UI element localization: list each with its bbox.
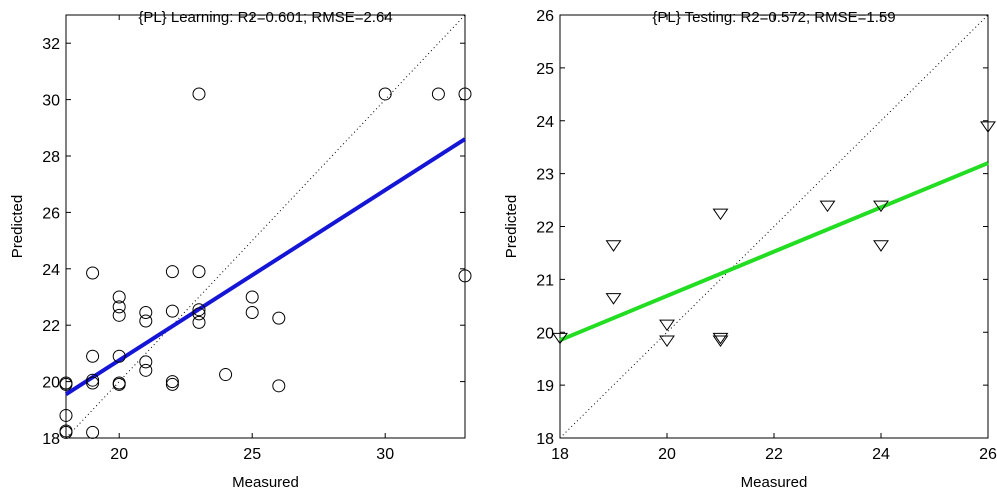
learning-y-tick-label: 22 [42, 318, 60, 335]
testing-data-point [552, 332, 568, 345]
learning-data-point [165, 377, 179, 391]
testing-data-point [873, 200, 889, 213]
learning-y-tick-label: 24 [42, 262, 60, 279]
learning-data-point [458, 87, 472, 101]
testing-data-point [659, 319, 675, 332]
learning-data-point [272, 379, 286, 393]
learning-x-tick-label: 25 [243, 446, 261, 463]
learning-plot: {PL} Learning: R2=0.601; RMSE=2.64 Measu… [9, 9, 472, 491]
learning-x-tick-label: 20 [110, 446, 128, 463]
testing-y-tick-label: 18 [536, 431, 554, 448]
learning-data-point [245, 290, 259, 304]
testing-fit-line [559, 161, 989, 343]
testing-data-point [712, 208, 729, 221]
learning-y-tick-label: 28 [42, 149, 60, 166]
testing-x-tick-label: 20 [658, 446, 676, 463]
learning-data-point [139, 363, 153, 377]
learning-data-point [192, 265, 206, 279]
testing-x-tick-label: 22 [765, 446, 783, 463]
learning-data-point [192, 307, 206, 321]
learning-data-point [165, 375, 179, 389]
learning-data-point [86, 376, 100, 390]
testing-y-tick-label: 20 [536, 325, 554, 342]
learning-data-point [458, 269, 472, 283]
learning-data-point [112, 349, 126, 363]
testing-y-tick-label: 23 [536, 167, 554, 184]
learning-fit-line [64, 137, 467, 396]
testing-x-axis-label: Measured [741, 474, 808, 491]
testing-y-tick-label: 22 [536, 220, 554, 237]
testing-data-point [819, 200, 836, 213]
learning-data-point [86, 425, 100, 439]
testing-y-tick-label: 25 [536, 61, 554, 78]
testing-y-axis-label: Predicted [503, 195, 520, 258]
learning-plot-title: {PL} Learning: R2=0.601; RMSE=2.64 [138, 9, 392, 26]
learning-data-point [192, 315, 206, 329]
learning-data-point [86, 373, 100, 387]
testing-x-tick-label: 24 [872, 446, 890, 463]
learning-data-point [431, 87, 445, 101]
learning-data-point [59, 377, 73, 391]
learning-data-point [139, 355, 153, 369]
learning-x-axis-label: Measured [232, 474, 299, 491]
learning-y-tick-label: 30 [42, 93, 60, 110]
learning-data-point [59, 408, 73, 422]
learning-data-point [192, 303, 206, 317]
learning-data-point [86, 266, 100, 280]
learning-y-tick-label: 18 [42, 431, 60, 448]
testing-plot: {PL} Testing: R2=0.572; RMSE=1.59 Measur… [503, 8, 997, 491]
testing-data-point [712, 335, 729, 348]
learning-data-point [165, 304, 179, 318]
testing-x-tick-label: 18 [551, 446, 569, 463]
testing-data-point [712, 332, 729, 345]
learning-y-tick-label: 32 [42, 36, 60, 53]
learning-plot-frame [65, 14, 466, 439]
learning-data-point [112, 377, 126, 391]
learning-data-point [139, 314, 153, 328]
learning-data-point [86, 349, 100, 363]
testing-data-point [605, 240, 622, 252]
testing-y-tick-label: 21 [536, 272, 554, 289]
learning-data-point [219, 368, 233, 382]
testing-y-tick-label: 26 [536, 8, 554, 25]
learning-data-point [139, 306, 153, 320]
testing-data-point [873, 240, 889, 252]
learning-data-point [112, 300, 126, 314]
learning-data-point [59, 424, 73, 438]
learning-data-point [272, 311, 286, 325]
testing-y-tick-label: 19 [536, 378, 554, 395]
testing-data-point [980, 121, 996, 133]
testing-data-point [605, 293, 622, 305]
learning-x-tick-label: 30 [376, 446, 394, 463]
learning-data-point [245, 306, 259, 320]
testing-x-tick-label: 26 [979, 446, 997, 463]
learning-data-point [378, 87, 392, 101]
learning-y-tick-label: 20 [42, 375, 60, 392]
learning-data-point [112, 290, 126, 304]
learning-y-tick-label: 26 [42, 205, 60, 222]
learning-data-point [192, 87, 206, 101]
testing-data-point [659, 335, 675, 348]
testing-identity-line [559, 14, 989, 439]
learning-data-point [165, 265, 179, 279]
learning-identity-line [65, 14, 466, 439]
testing-y-tick-label: 24 [536, 114, 554, 131]
learning-data-point [112, 308, 126, 322]
learning-y-axis-label: Predicted [9, 195, 26, 258]
